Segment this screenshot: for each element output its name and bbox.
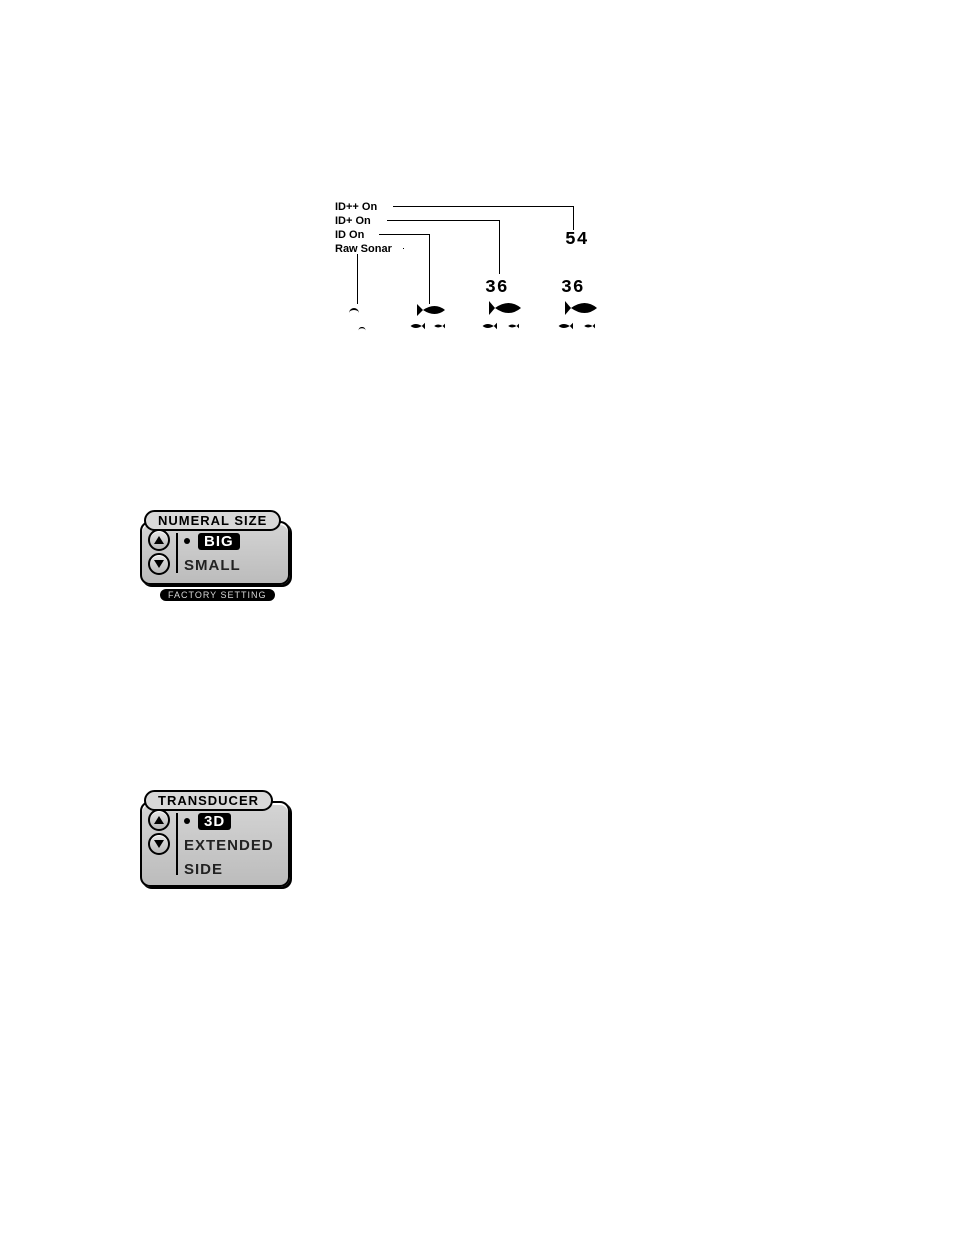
transducer-option-side[interactable]: SIDE	[184, 857, 278, 881]
option-label: 3D	[198, 813, 231, 830]
slider-track	[176, 813, 178, 875]
numeral-size-menu: NUMERAL SIZE BIG SMALL FACTORY SETTING	[140, 510, 290, 603]
label-idpp: ID++ On	[335, 200, 392, 214]
depth-number-54: 54	[565, 230, 589, 250]
fish-icon-idp	[477, 296, 532, 340]
transducer-title: TRANSDUCER	[144, 790, 273, 811]
depth-number-36-right: 36	[561, 278, 585, 298]
leadline-id	[379, 234, 429, 235]
numeral-option-small[interactable]: SMALL	[184, 553, 278, 577]
label-raw: Raw Sonar	[335, 242, 392, 256]
selection-dot-icon	[184, 818, 190, 824]
numeral-arrows	[148, 529, 170, 575]
up-arrow-button[interactable]	[148, 529, 170, 551]
transducer-arrows	[148, 809, 170, 855]
chevron-up-icon	[154, 816, 164, 824]
option-label: SMALL	[184, 557, 241, 574]
fish-id-diagram: ID++ On ID+ On ID On Raw Sonar 54 36 36	[335, 200, 615, 360]
id-plusplus-column	[553, 296, 608, 345]
option-label: EXTENDED	[184, 837, 274, 854]
slider-track	[176, 533, 178, 573]
label-id: ID On	[335, 228, 392, 242]
id-on-column	[407, 300, 457, 345]
vlead-idp	[499, 220, 500, 274]
fish-icon-idpp	[553, 296, 608, 340]
up-arrow-button[interactable]	[148, 809, 170, 831]
id-plus-column	[477, 296, 532, 345]
transducer-body: 3D EXTENDED SIDE	[140, 801, 290, 887]
down-arrow-button[interactable]	[148, 553, 170, 575]
numeral-option-big[interactable]: BIG	[184, 529, 278, 553]
option-label: BIG	[198, 533, 240, 550]
chevron-up-icon	[154, 536, 164, 544]
chevron-down-icon	[154, 840, 164, 848]
vlead-idpp	[573, 206, 574, 230]
transducer-option-extended[interactable]: EXTENDED	[184, 833, 278, 857]
leadline-idpp	[393, 206, 573, 207]
label-idp: ID+ On	[335, 214, 392, 228]
numeral-size-title: NUMERAL SIZE	[144, 510, 281, 531]
factory-setting-badge: FACTORY SETTING	[160, 589, 275, 601]
vlead-id	[429, 234, 430, 304]
leadline-idp	[387, 220, 499, 221]
fish-mode-labels: ID++ On ID+ On ID On Raw Sonar	[335, 200, 392, 256]
transducer-option-3d[interactable]: 3D	[184, 809, 278, 833]
fish-icon-id	[407, 300, 457, 340]
vlead-raw	[357, 254, 358, 304]
leadline-raw	[403, 248, 404, 249]
chevron-down-icon	[154, 560, 164, 568]
selection-dot-icon	[184, 538, 190, 544]
transducer-menu: TRANSDUCER 3D EXTENDED SIDE	[140, 790, 290, 887]
down-arrow-button[interactable]	[148, 833, 170, 855]
depth-number-36-left: 36	[485, 278, 509, 298]
option-label: SIDE	[184, 861, 223, 878]
